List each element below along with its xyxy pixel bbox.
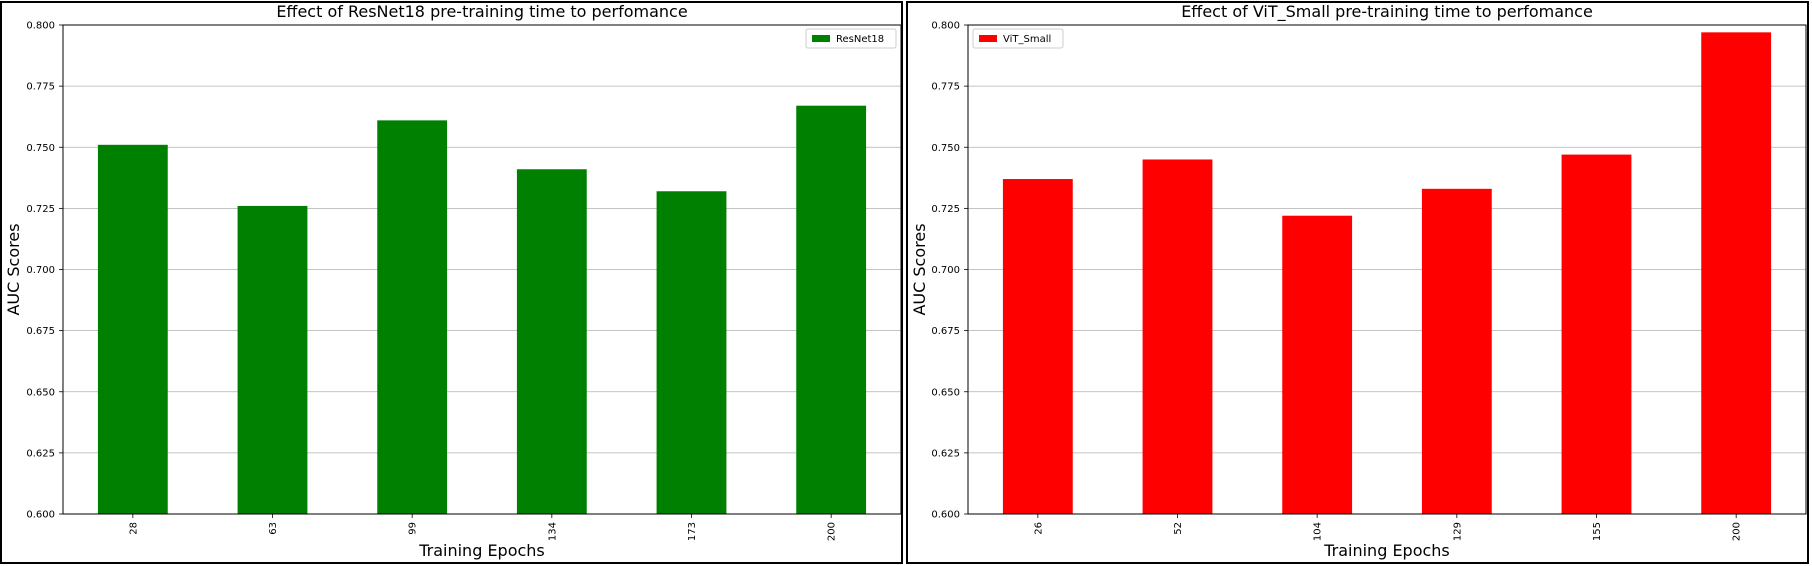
x-tick-label: 99 bbox=[408, 522, 419, 535]
left-panel-frame bbox=[0, 1, 903, 564]
bar bbox=[1002, 179, 1073, 514]
bar bbox=[97, 144, 168, 514]
x-tick-label: 200 bbox=[827, 522, 838, 541]
bar bbox=[1421, 188, 1492, 514]
y-tick-label: 0.750 bbox=[931, 143, 960, 154]
bar bbox=[1561, 154, 1632, 514]
y-tick-label: 0.675 bbox=[931, 326, 960, 337]
bar bbox=[1701, 32, 1772, 515]
y-tick-label: 0.800 bbox=[26, 21, 55, 32]
x-tick-label: 200 bbox=[1732, 522, 1743, 541]
bar bbox=[377, 120, 448, 514]
y-tick-label: 0.700 bbox=[26, 265, 55, 276]
legend-swatch bbox=[979, 35, 997, 42]
x-axis-label: Training Epochs bbox=[418, 541, 545, 560]
y-tick-label: 0.650 bbox=[931, 387, 960, 398]
x-tick-label: 155 bbox=[1592, 522, 1603, 541]
x-tick-label: 26 bbox=[1033, 522, 1044, 535]
legend-label: ViT_Small bbox=[1003, 34, 1051, 45]
x-tick-label: 134 bbox=[547, 522, 558, 541]
legend-box bbox=[972, 28, 1064, 49]
y-axis-label: AUC Scores bbox=[910, 223, 929, 315]
bar bbox=[796, 105, 867, 514]
y-tick-label: 0.725 bbox=[931, 204, 960, 215]
y-tick-label: 0.675 bbox=[26, 326, 55, 337]
x-tick-label: 173 bbox=[687, 522, 698, 541]
bar bbox=[1142, 159, 1213, 514]
y-tick-label: 0.625 bbox=[26, 448, 55, 459]
chart-title: Effect of ResNet18 pre-training time to … bbox=[276, 2, 687, 21]
vit-small-chart: 0.600 0.625 0.650 0.675 0.700 0.725 0.750 0.775… bbox=[910, 2, 1807, 560]
x-tick-label: 104 bbox=[1313, 522, 1324, 541]
y-tick-label: 0.700 bbox=[931, 265, 960, 276]
legend-label: ResNet18 bbox=[836, 34, 884, 45]
plot-frame bbox=[62, 24, 902, 515]
legend-swatch bbox=[812, 35, 830, 42]
bar bbox=[237, 205, 308, 514]
bar bbox=[1282, 215, 1353, 514]
x-axis-label: Training Epochs bbox=[1323, 541, 1450, 560]
legend-box bbox=[805, 28, 897, 49]
y-tick-label: 0.800 bbox=[931, 21, 960, 32]
y-tick-label: 0.600 bbox=[931, 510, 960, 521]
y-tick-label: 0.750 bbox=[26, 143, 55, 154]
x-tick-label: 52 bbox=[1173, 522, 1184, 535]
x-tick-label: 63 bbox=[268, 522, 279, 535]
y-tick-label: 0.725 bbox=[26, 204, 55, 215]
bar bbox=[656, 191, 727, 514]
x-tick-label: 129 bbox=[1452, 522, 1463, 541]
x-tick-label: 28 bbox=[128, 522, 139, 535]
y-axis-label: AUC Scores bbox=[4, 223, 23, 315]
y-tick-label: 0.625 bbox=[931, 448, 960, 459]
y-tick-label: 0.775 bbox=[931, 82, 960, 93]
y-tick-label: 0.600 bbox=[26, 510, 55, 521]
y-tick-label: 0.650 bbox=[26, 387, 55, 398]
bar bbox=[516, 169, 587, 514]
resnet18-chart: 0.600 0.625 0.650 0.675 0.700 0.725 0.750 0.775… bbox=[4, 2, 902, 560]
y-tick-label: 0.775 bbox=[26, 82, 55, 93]
plot-frame bbox=[967, 24, 1807, 515]
right-panel-frame bbox=[906, 1, 1809, 564]
chart-title: Effect of ViT_Small pre-training time to… bbox=[1181, 2, 1593, 22]
